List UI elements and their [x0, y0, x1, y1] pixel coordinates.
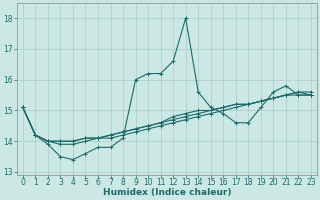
- X-axis label: Humidex (Indice chaleur): Humidex (Indice chaleur): [103, 188, 231, 197]
